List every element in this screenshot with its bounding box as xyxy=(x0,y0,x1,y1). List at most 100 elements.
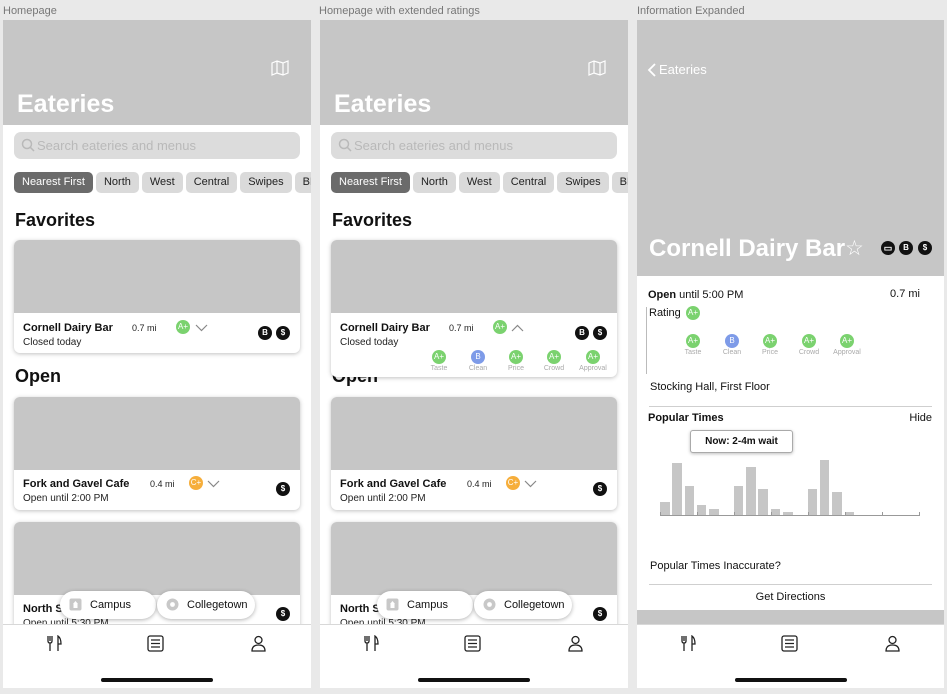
sub-rating-grade: A+ xyxy=(840,334,854,348)
divider xyxy=(649,406,932,407)
chevron-down-icon[interactable] xyxy=(207,480,220,488)
campus-icon xyxy=(386,598,399,611)
sub-rating-label: Taste xyxy=(430,365,448,372)
footer-strip xyxy=(637,610,944,624)
chip-west[interactable]: West xyxy=(141,172,183,193)
open-hours: Open until 5:00 PM xyxy=(648,289,743,301)
chip-north[interactable]: North xyxy=(412,172,456,193)
home-indicator xyxy=(418,678,530,682)
list-icon[interactable] xyxy=(781,635,798,652)
eatery-card-dairy-bar-expanded[interactable]: Cornell Dairy Bar 0.7 mi A+ Closed today… xyxy=(331,240,617,377)
eatery-status: Open until 2:00 PM xyxy=(340,493,426,504)
sub-rating-crowd: A+ Crowd xyxy=(539,350,569,372)
popular-times-inaccurate[interactable]: Popular Times Inaccurate? xyxy=(650,560,781,572)
star-icon[interactable]: ☆ xyxy=(845,237,864,260)
sub-rating-grade: A+ xyxy=(686,334,700,348)
collegetown-toggle[interactable]: Collegetown xyxy=(474,591,572,619)
frame-information-expanded: Eateries Cornell Dairy Bar ☆ ▭ B $ Open … xyxy=(637,20,944,688)
map-icon[interactable] xyxy=(588,60,606,76)
detail-hero-banner xyxy=(637,20,944,276)
popular-times-bar xyxy=(733,486,744,515)
fork-knife-icon[interactable] xyxy=(680,635,697,652)
campus-toggle[interactable]: Campus xyxy=(60,591,156,619)
sub-rating-crowd: A+ Crowd xyxy=(794,334,824,356)
collegetown-label: Collegetown xyxy=(187,599,248,611)
chip-swipes[interactable]: Swipes xyxy=(557,172,609,193)
collegetown-toggle[interactable]: Collegetown xyxy=(157,591,255,619)
search-input[interactable]: Search eateries and menus xyxy=(14,132,300,159)
sub-rating-grade: A+ xyxy=(547,350,561,364)
hide-button[interactable]: Hide xyxy=(909,412,932,424)
popular-times-bar xyxy=(783,511,793,515)
sub-rating-label: Price xyxy=(762,349,778,356)
eatery-distance: 0.4 mi xyxy=(150,479,175,489)
get-directions-button[interactable]: Get Directions xyxy=(755,591,826,603)
popular-times-bar xyxy=(844,511,854,515)
sub-rating-price: A+ Price xyxy=(755,334,785,356)
sub-rating-grade: A+ xyxy=(586,350,600,364)
chip-north[interactable]: North xyxy=(95,172,139,193)
sub-rating-approval: A+ Approval xyxy=(578,350,608,372)
chip-br[interactable]: BR xyxy=(611,172,628,193)
sub-rating-grade: A+ xyxy=(432,350,446,364)
popular-times-bar xyxy=(758,489,768,515)
fork-knife-icon[interactable] xyxy=(46,635,63,652)
chip-nearest-first[interactable]: Nearest First xyxy=(14,172,93,193)
back-button[interactable]: Eateries xyxy=(659,62,707,77)
chevron-down-icon[interactable] xyxy=(195,324,208,332)
rating-divider xyxy=(646,307,647,374)
eatery-distance: 0.4 mi xyxy=(467,479,492,489)
open-title: Open xyxy=(15,366,62,386)
list-icon[interactable] xyxy=(147,635,164,652)
campus-icon xyxy=(69,598,82,611)
eatery-image xyxy=(331,397,617,470)
eatery-card-fork-gavel[interactable]: Fork and Gavel Cafe 0.4 mi C+ Open until… xyxy=(14,397,300,510)
sub-rating-label: Crowd xyxy=(543,365,565,372)
eatery-card-north[interactable]: North S Open until 5:30 PM $ xyxy=(331,522,617,635)
list-icon[interactable] xyxy=(464,635,481,652)
campus-label: Campus xyxy=(407,599,448,611)
frame-label-homepage: Homepage xyxy=(3,5,57,17)
popular-times-bar xyxy=(684,486,695,515)
eatery-card-north[interactable]: North S Open until 5:30 PM $ xyxy=(14,522,300,635)
filter-chips: Nearest FirstNorthWestCentralSwipesBR xyxy=(14,172,311,194)
eatery-status: Open until 5:30 PM xyxy=(340,618,426,629)
open-until: until 5:00 PM xyxy=(676,289,744,301)
popular-times-bar xyxy=(807,489,818,515)
profile-icon[interactable] xyxy=(567,635,584,652)
eatery-card-fork-gavel[interactable]: Fork and Gavel Cafe 0.4 mi C+ Open until… xyxy=(331,397,617,510)
dollar-icon: $ xyxy=(593,326,607,340)
popular-times-tick xyxy=(882,512,883,516)
brbs-icon: B xyxy=(899,241,913,255)
chip-swipes[interactable]: Swipes xyxy=(240,172,292,193)
profile-icon[interactable] xyxy=(884,635,901,652)
sub-rating-grade: A+ xyxy=(802,334,816,348)
hero-banner xyxy=(3,20,311,125)
sub-rating-grade: A+ xyxy=(509,350,523,364)
chip-central[interactable]: Central xyxy=(185,172,238,193)
chip-nearest-first[interactable]: Nearest First xyxy=(331,172,410,193)
chevron-left-icon[interactable] xyxy=(647,63,656,77)
search-input[interactable]: Search eateries and menus xyxy=(331,132,617,159)
page-title: Eateries xyxy=(334,90,432,118)
chevron-down-icon[interactable] xyxy=(524,480,537,488)
chip-br[interactable]: BR xyxy=(294,172,311,193)
search-icon xyxy=(338,138,352,152)
eatery-image xyxy=(331,522,617,595)
chevron-up-icon[interactable] xyxy=(511,324,524,332)
dollar-icon: $ xyxy=(593,607,607,621)
popular-times-chart xyxy=(660,450,922,520)
eatery-card-dairy-bar[interactable]: Cornell Dairy Bar 0.7 mi A+ Closed today… xyxy=(14,240,300,353)
profile-icon[interactable] xyxy=(250,635,267,652)
chip-west[interactable]: West xyxy=(458,172,500,193)
map-icon[interactable] xyxy=(271,60,289,76)
fork-knife-icon[interactable] xyxy=(363,635,380,652)
sub-rating-taste: A+ Taste xyxy=(424,350,454,372)
sub-rating-approval: A+ Approval xyxy=(832,334,862,356)
sub-rating-grade: B xyxy=(725,334,739,348)
chip-central[interactable]: Central xyxy=(502,172,555,193)
sub-rating-label: Taste xyxy=(684,349,702,356)
campus-toggle[interactable]: Campus xyxy=(377,591,473,619)
popular-times-bar xyxy=(709,508,719,515)
dollar-icon: $ xyxy=(276,607,290,621)
